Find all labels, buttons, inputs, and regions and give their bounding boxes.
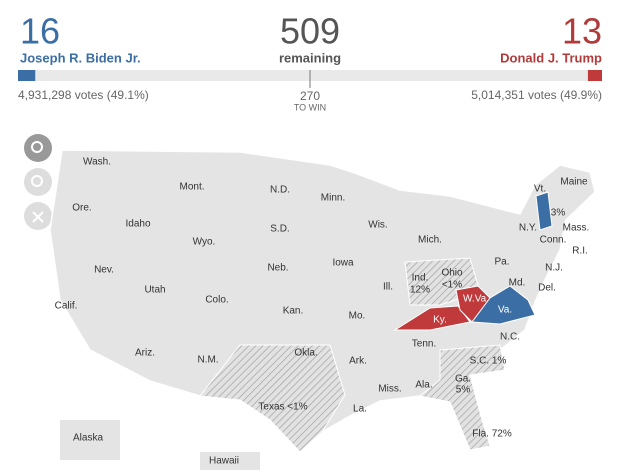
state-label: Fla. 72%	[472, 429, 512, 440]
state-label: Utah	[144, 285, 165, 296]
state-label: Del.	[538, 283, 556, 294]
state-label: Miss.	[378, 384, 401, 395]
texas	[199, 344, 346, 453]
state-label: Nev.	[94, 265, 114, 276]
vermont	[535, 191, 553, 231]
state-label: Wis.	[368, 220, 387, 231]
biden-votes: 4,931,298 votes (49.1%)	[18, 88, 149, 102]
state-label: 3%	[551, 208, 566, 219]
state-label: Va.	[498, 305, 512, 316]
remaining-bar	[35, 70, 588, 81]
to-win-label: TO WIN	[294, 102, 326, 112]
state-label: Mo.	[349, 311, 366, 322]
state-label: W.Va.	[463, 294, 489, 305]
state-label: Colo.	[205, 295, 228, 306]
remaining-electoral: 509	[280, 11, 340, 52]
state-label: 12%	[410, 285, 430, 296]
state-label: Idaho	[125, 219, 150, 230]
state-label: 5%	[456, 385, 471, 396]
state-label: Ill.	[383, 282, 393, 293]
state-label: Mich.	[418, 235, 442, 246]
state-label: N.Y.	[519, 223, 537, 234]
ga-fla	[418, 344, 506, 451]
state-label: Maine	[560, 177, 588, 188]
hawaii	[200, 452, 260, 470]
state-label: S.D.	[270, 224, 289, 235]
state-label: Calif.	[55, 301, 78, 312]
state-label: Mont.	[179, 182, 204, 193]
state-label: R.I.	[572, 246, 588, 257]
state-label: Okla.	[294, 348, 317, 359]
state-label: Ga.	[455, 374, 471, 385]
map	[49, 149, 596, 470]
state-label: Mass.	[563, 223, 590, 234]
state-label: Ind.	[412, 273, 429, 284]
state-label: <1%	[442, 280, 462, 291]
virginia	[471, 285, 536, 325]
biden-bar	[18, 70, 36, 81]
trump-votes: 5,014,351 votes (49.9%)	[471, 88, 602, 102]
zoom-controls	[24, 134, 52, 230]
state-label: Neb.	[267, 263, 288, 274]
zoom-out[interactable]	[24, 168, 52, 196]
alaska	[60, 420, 120, 460]
state-label: Tenn.	[412, 339, 436, 350]
state-label: Ky.	[433, 315, 447, 326]
state-label: Ark.	[349, 356, 367, 367]
trump-electoral: 13	[562, 11, 602, 52]
state-label: Minn.	[321, 193, 345, 204]
icon	[31, 175, 43, 187]
state-label: Hawaii	[209, 456, 239, 467]
state-label: N.M.	[197, 355, 218, 366]
trump-name: Donald J. Trump	[500, 50, 602, 65]
state-label: S.C. 1%	[470, 356, 507, 367]
state-label: N.C.	[500, 332, 520, 343]
state-label: Ariz.	[135, 348, 155, 359]
biden-name: Joseph R. Biden Jr.	[20, 50, 141, 65]
state-label: Ohio	[441, 268, 463, 279]
state-label: N.D.	[270, 185, 290, 196]
state-label: Md.	[509, 278, 526, 289]
remaining-label: remaining	[279, 50, 341, 65]
state-label: Kan.	[283, 306, 304, 317]
state-label: Vt.	[534, 184, 546, 195]
state-label: Iowa	[332, 258, 354, 269]
state-label: Conn.	[540, 235, 567, 246]
icon	[31, 141, 43, 153]
state-label: Texas <1%	[258, 402, 307, 413]
to-win-number: 270	[300, 89, 320, 103]
state-label: La.	[353, 404, 367, 415]
state-label: Ala.	[415, 380, 432, 391]
state-label: Pa.	[494, 257, 509, 268]
icon	[32, 211, 44, 223]
state-label: Alaska	[73, 433, 103, 444]
state-label: N.J.	[545, 263, 563, 274]
biden-electoral: 16	[20, 11, 60, 52]
state-label: Wyo.	[193, 237, 216, 248]
trump-bar	[587, 70, 602, 81]
state-label: Ore.	[72, 203, 91, 214]
zoom-in[interactable]	[24, 134, 52, 162]
state-label: Wash.	[83, 157, 111, 168]
